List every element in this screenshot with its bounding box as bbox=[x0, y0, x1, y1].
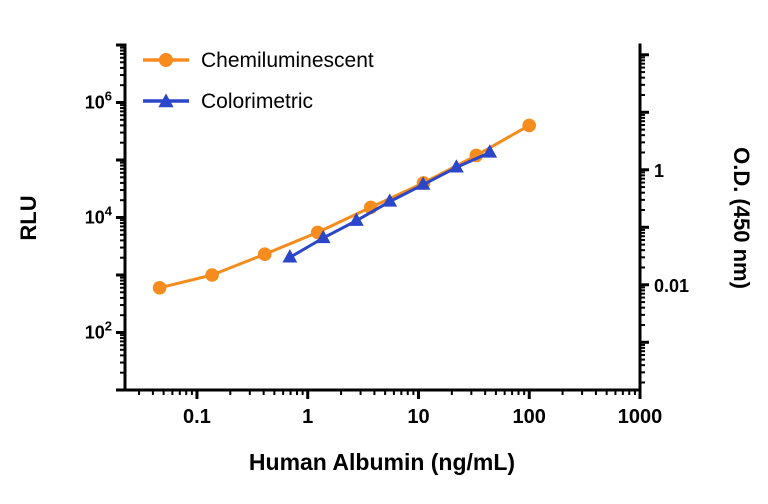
left-y-axis-title: RLU bbox=[16, 195, 41, 240]
data-point-triangle bbox=[382, 193, 398, 207]
data-point-circle bbox=[152, 281, 167, 295]
data-point-triangle bbox=[449, 159, 464, 173]
data-point-triangle bbox=[282, 249, 298, 263]
series-line-chemiluminescent bbox=[159, 124, 530, 290]
left-y-tick-label: 106 bbox=[85, 89, 112, 113]
legend-label-chemiluminescent: Chemiluminescent bbox=[201, 49, 374, 72]
x-tick-label: 100 bbox=[513, 406, 546, 428]
legend: Chemiluminescent Colorimetric bbox=[201, 49, 374, 113]
right-y-tick-label: 0.01 bbox=[654, 276, 689, 296]
right-y-axis-title: O.D. (450 nm) bbox=[729, 147, 754, 289]
x-tick-label: 10 bbox=[407, 406, 429, 428]
data-point-triangle bbox=[482, 144, 498, 158]
right-y-tick-label: 1 bbox=[654, 161, 664, 181]
data-point-triangle bbox=[315, 229, 331, 244]
legend-circle-marker-icon bbox=[159, 53, 173, 67]
x-tick-label: 1 bbox=[302, 406, 313, 428]
chart-generated-layer: 0.1 1 10 100 1000 102 104 106 0.01 1 bbox=[85, 43, 689, 428]
left-y-tick-label: 104 bbox=[85, 204, 113, 228]
x-tick-label: 1000 bbox=[618, 406, 663, 428]
data-point-circle bbox=[522, 118, 536, 133]
data-point-triangle bbox=[349, 212, 364, 226]
data-point-circle bbox=[258, 247, 272, 261]
data-point-circle bbox=[205, 268, 219, 282]
legend-label-colorimetric: Colorimetric bbox=[201, 90, 313, 113]
data-point-triangle bbox=[415, 176, 431, 190]
x-tick-label: 0.1 bbox=[183, 406, 211, 428]
legend-triangle-marker-icon bbox=[158, 93, 174, 108]
x-axis-title: Human Albumin (ng/mL) bbox=[249, 449, 515, 475]
left-y-tick-label: 102 bbox=[85, 319, 112, 343]
